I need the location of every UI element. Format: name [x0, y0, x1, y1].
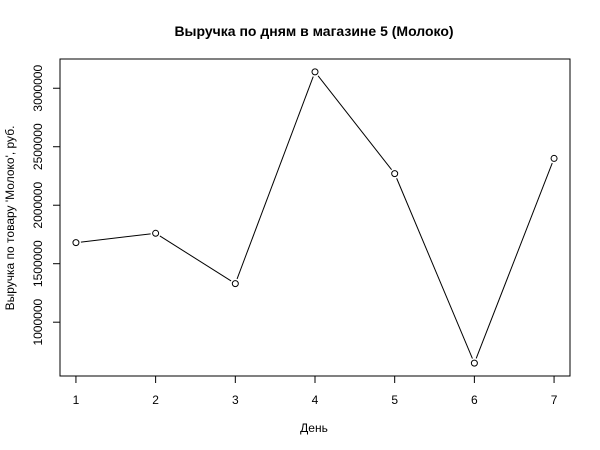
x-tick-label: 3 [232, 393, 239, 407]
series-segment [317, 75, 392, 171]
plot-frame [59, 58, 571, 377]
y-axis-label: Выручка по товару 'Молоко', руб. [3, 126, 17, 311]
y-tick-label: 2000000 [31, 182, 45, 229]
x-tick-label: 5 [391, 393, 398, 407]
y-tick-label: 1000000 [31, 299, 45, 346]
data-point [470, 359, 478, 367]
data-point [550, 154, 558, 162]
y-tick-label: 2500000 [31, 123, 45, 170]
series-segment [475, 162, 553, 359]
x-tick-label: 2 [152, 393, 159, 407]
y-tick-label: 1500000 [31, 240, 45, 287]
data-point [231, 280, 239, 288]
data-point [152, 229, 160, 237]
x-tick-label: 6 [471, 393, 478, 407]
series-segment [159, 235, 232, 282]
x-axis-label: День [300, 421, 328, 435]
data-point [391, 170, 399, 178]
y-tick-label: 3000000 [31, 65, 45, 112]
series-segment [80, 233, 151, 243]
x-tick-label: 4 [312, 393, 319, 407]
x-axis: 1 2 3 4 5 6 7 [73, 375, 558, 407]
data-point [311, 68, 319, 76]
series-segment [236, 76, 314, 280]
x-tick-label: 1 [73, 393, 80, 407]
series-line [72, 68, 558, 367]
y-axis: 1000000 1500000 2000000 2500000 3000000 [31, 65, 61, 346]
x-tick-label: 7 [551, 393, 558, 407]
series-segment [396, 178, 473, 359]
data-point [72, 239, 80, 247]
chart-title: Выручка по дням в магазине 5 (Молоко) [174, 23, 453, 39]
